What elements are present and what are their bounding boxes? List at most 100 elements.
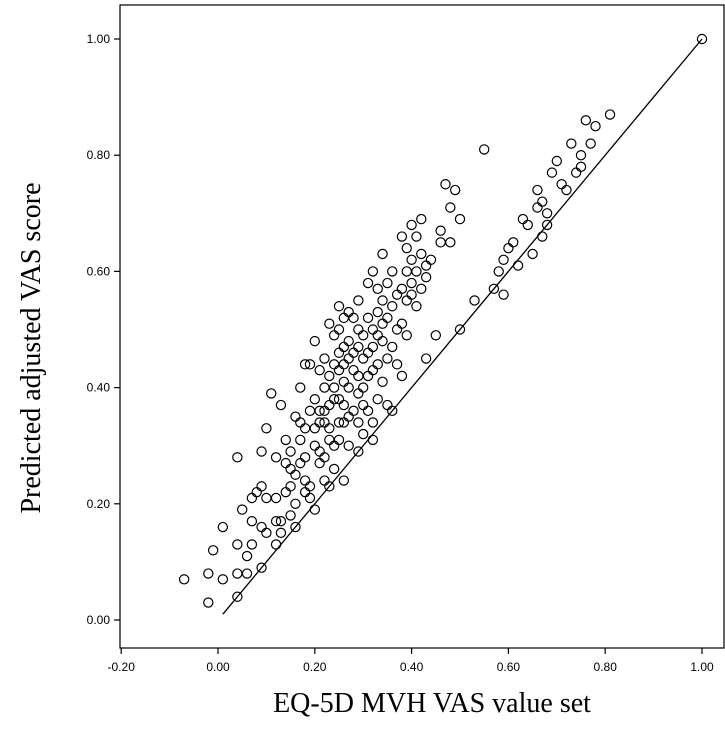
x-tick-label: 0.20: [303, 660, 327, 674]
data-point: [551, 155, 563, 167]
data-point: [358, 382, 369, 393]
data-point: [203, 597, 214, 608]
data-point: [314, 405, 325, 417]
data-point: [367, 417, 379, 428]
data-point: [527, 248, 538, 260]
data-point: [372, 394, 383, 405]
data-point: [338, 475, 350, 486]
data-point: [498, 254, 509, 265]
data-point: [280, 434, 291, 446]
data-point: [454, 213, 466, 225]
data-point: [178, 574, 190, 585]
data-point: [232, 452, 243, 463]
data-point: [575, 161, 587, 173]
data-point: [411, 301, 422, 312]
data-point: [585, 138, 596, 149]
data-point: [246, 539, 258, 550]
x-tick-label: -0.20: [108, 660, 136, 674]
data-point: [362, 405, 374, 417]
data-point: [304, 492, 316, 504]
data-point: [362, 312, 374, 324]
data-point: [580, 115, 592, 126]
data-point: [333, 417, 345, 428]
data-point: [299, 359, 311, 370]
data-point: [290, 521, 301, 533]
data-point: [377, 376, 388, 387]
data-point: [372, 306, 383, 318]
x-tick-label: 0.60: [497, 660, 521, 674]
data-point: [430, 330, 441, 341]
data-point: [387, 266, 398, 277]
data-point: [541, 208, 553, 219]
data-point: [236, 504, 248, 515]
data-point: [343, 440, 354, 451]
data-point: [406, 254, 417, 265]
data-point: [333, 301, 345, 312]
data-point: [449, 184, 461, 196]
y-tick-label: 1.00: [87, 32, 111, 46]
y-axis-title: Predicted adjusted VAS score: [16, 182, 47, 513]
data-point: [343, 382, 354, 393]
data-point: [324, 370, 335, 382]
data-point: [217, 574, 229, 585]
data-point: [261, 423, 272, 434]
x-tick-label: 0.40: [400, 660, 424, 674]
data-point: [406, 277, 417, 289]
data-point: [304, 359, 316, 370]
data-point: [411, 266, 422, 277]
y-tick-label: 0.20: [87, 497, 111, 511]
x-axis: -0.20 0.00 0.20 0.40 0.60 0.80 1.00: [108, 648, 714, 674]
data-point: [537, 196, 548, 207]
data-point: [367, 434, 379, 446]
data-point: [561, 184, 572, 196]
data-point: [324, 318, 335, 329]
data-point: [532, 184, 543, 196]
plot-frame: [119, 4, 725, 649]
data-point: [537, 231, 548, 242]
data-point: [469, 295, 480, 306]
data-point: [493, 266, 504, 277]
data-point: [246, 516, 258, 527]
data-point: [575, 149, 587, 161]
data-point: [328, 463, 340, 475]
data-point: [270, 492, 282, 504]
data-point: [512, 260, 524, 271]
data-point: [348, 405, 359, 417]
x-axis-title: EQ-5D MVH VAS value set: [273, 688, 591, 719]
data-point: [348, 312, 359, 324]
data-point: [590, 120, 601, 132]
plot-border: [119, 4, 725, 649]
data-point: [275, 399, 287, 411]
data-point: [416, 213, 427, 225]
data-point: [270, 452, 282, 463]
data-point: [435, 225, 446, 236]
data-point: [256, 562, 267, 573]
y-tick-label: 0.00: [87, 613, 111, 627]
data-point: [479, 144, 490, 155]
data-point: [207, 545, 219, 556]
data-point: [387, 341, 398, 353]
data-point: [314, 417, 325, 428]
data-point: [304, 481, 316, 492]
data-point: [328, 382, 340, 393]
data-point: [358, 330, 369, 341]
data-point: [333, 324, 345, 335]
data-point: [343, 335, 354, 347]
data-point: [382, 312, 393, 324]
data-point: [309, 335, 320, 347]
y-tick-label: 0.40: [87, 381, 111, 395]
data-point: [314, 364, 325, 376]
data-point: [445, 237, 456, 248]
data-point: [396, 283, 408, 295]
data-point: [420, 353, 432, 364]
data-point: [358, 428, 369, 440]
y-axis: 0.00 0.20 0.40 0.60 0.80 1.00: [87, 32, 120, 627]
data-point: [309, 394, 320, 405]
data-point: [275, 516, 287, 527]
data-point: [295, 434, 306, 446]
data-point: [391, 359, 403, 370]
data-point: [266, 388, 277, 399]
data-point: [241, 568, 253, 579]
data-point: [290, 469, 301, 480]
data-point: [275, 527, 287, 539]
